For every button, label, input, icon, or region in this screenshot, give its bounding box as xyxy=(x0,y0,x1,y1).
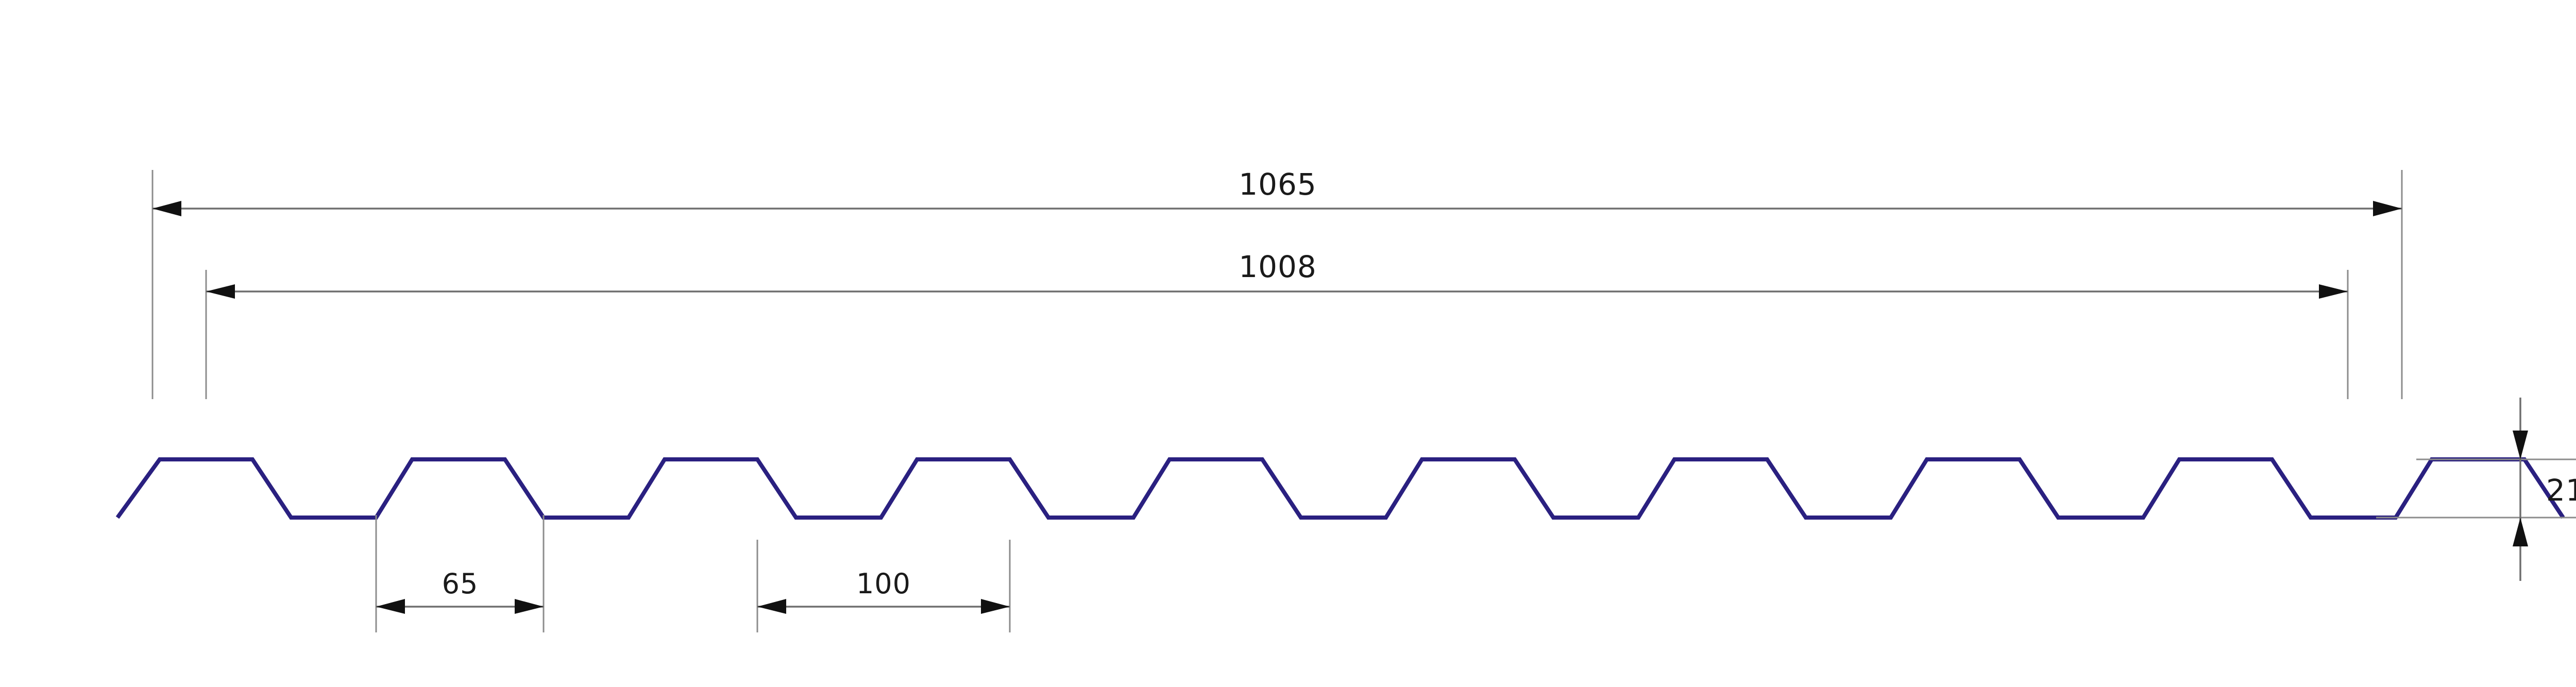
arrowhead-21-bottom-icon xyxy=(2513,518,2528,546)
arrowhead-100-right-icon xyxy=(981,599,1010,614)
dimension-pitch: 100 xyxy=(756,540,1011,632)
dimension-useful-width: 1008 xyxy=(205,249,2349,399)
dim-label-rib-width: 65 xyxy=(442,568,479,600)
dimension-overall-width: 1065 xyxy=(151,167,2403,399)
dim-label-overall-width: 1065 xyxy=(1239,167,1317,202)
dim-label-useful-width: 1008 xyxy=(1239,249,1317,284)
dim-label-pitch: 100 xyxy=(856,568,911,600)
dim-label-profile-height: 21 мм xyxy=(2546,473,2576,508)
arrowhead-1008-right-icon xyxy=(2319,284,2348,299)
arrowhead-1065-left-icon xyxy=(152,201,181,216)
profile-cross-section-path xyxy=(115,457,2565,520)
dimension-rib-width: 65 xyxy=(375,515,545,632)
sheet-profile-waveform xyxy=(115,457,2565,520)
arrowhead-1065-right-icon xyxy=(2373,201,2402,216)
arrowhead-21-top-icon xyxy=(2513,431,2528,459)
arrowhead-65-left-icon xyxy=(376,599,405,614)
arrowhead-65-right-icon xyxy=(515,599,544,614)
arrowhead-1008-left-icon xyxy=(206,284,235,299)
dimension-profile-height: 21 мм xyxy=(2376,398,2576,581)
arrowhead-100-left-icon xyxy=(757,599,786,614)
